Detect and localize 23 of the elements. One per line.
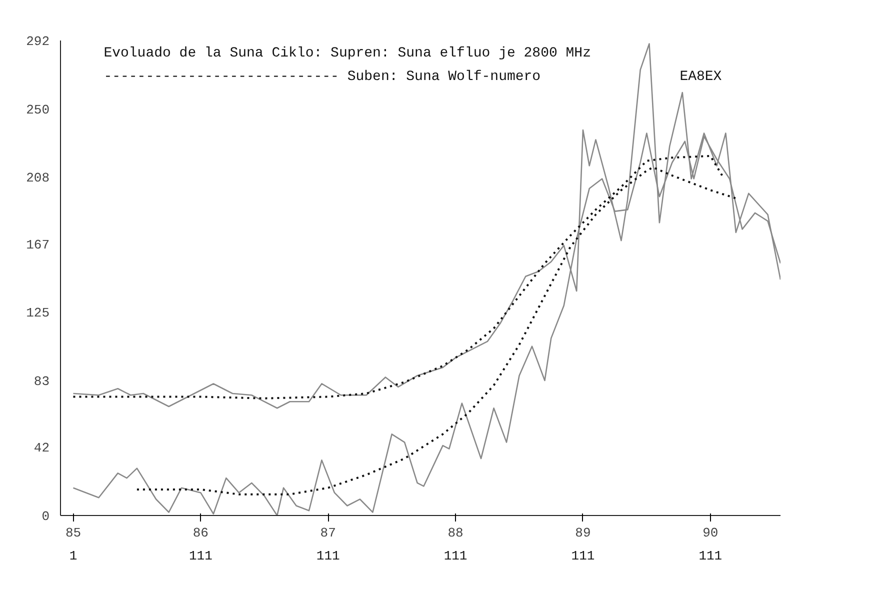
y-tick-label: 250 (26, 102, 50, 118)
y-tick-label: 208 (26, 170, 50, 186)
x-tick-label: 87 (320, 526, 336, 540)
chart-title: Evoluado de la Suna Ciklo: Supren: Suna elfluo je 2800 MHz (104, 45, 591, 62)
text: 111 (188, 548, 213, 564)
x-tick-label: 85 (65, 526, 82, 540)
x-tick-label: 89 (575, 526, 591, 540)
y-tick-label: 0 (42, 509, 50, 524)
y-tick-label: 83 (34, 374, 50, 389)
text: 111 (316, 548, 340, 564)
x-tick-label: 90 (702, 526, 718, 540)
x-tick-label: 88 (448, 526, 464, 540)
text: 111 (698, 548, 722, 564)
annotation: ---------------------------- Suben: Suna Wolf-numero (104, 69, 541, 85)
y-tick-label: 42 (34, 440, 50, 456)
text: 111 (571, 548, 595, 564)
y-tick-label: 292 (26, 34, 50, 49)
text: 111 (444, 548, 468, 564)
annotation: EA8EX (680, 69, 722, 85)
x-tick-label: 86 (192, 526, 208, 540)
y-tick-label: 167 (26, 237, 50, 252)
y-tick-label: 125 (26, 306, 50, 321)
text: 1 (69, 548, 78, 564)
